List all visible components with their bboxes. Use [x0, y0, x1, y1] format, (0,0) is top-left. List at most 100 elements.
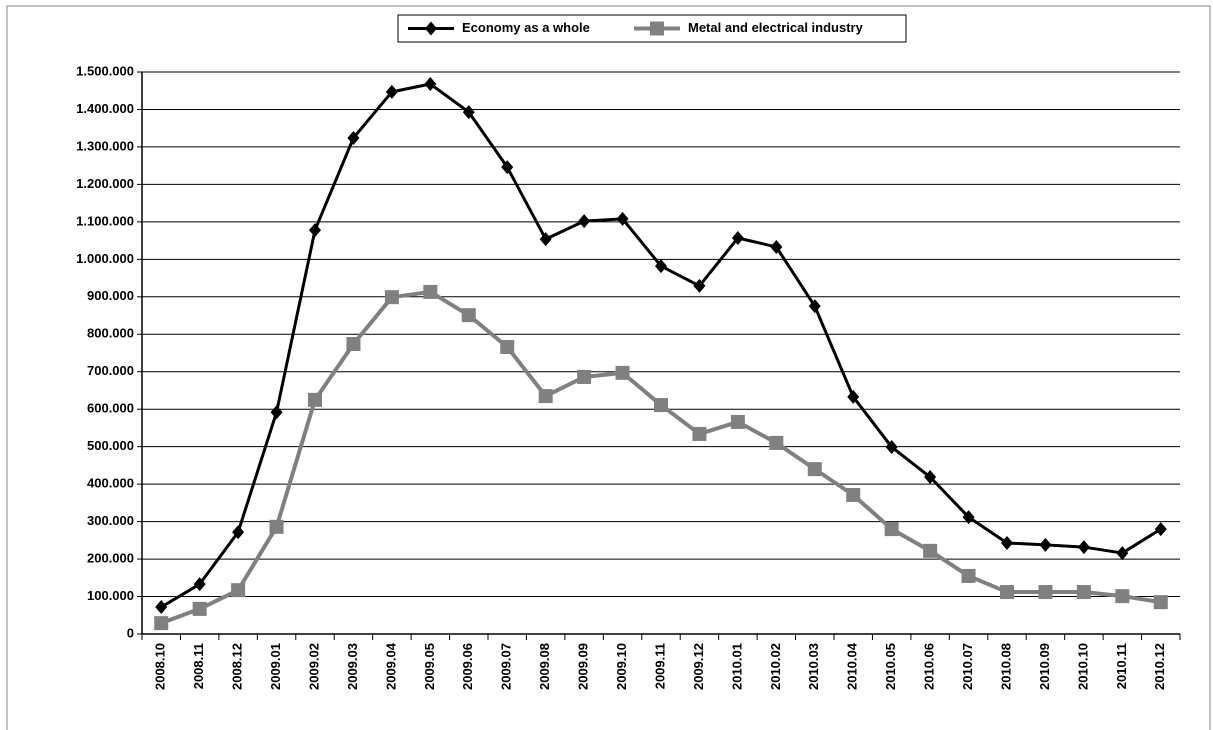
- series-line: [160, 82, 1162, 609]
- marker: [616, 211, 629, 226]
- marker: [423, 284, 438, 299]
- marker: [884, 522, 899, 537]
- y-tick-label: 1.300.000: [76, 138, 134, 153]
- legend-marker: [650, 21, 664, 36]
- x-tick-label: 2010.01: [729, 643, 744, 690]
- x-tick-label: 2009.05: [422, 643, 437, 690]
- marker: [501, 160, 514, 175]
- y-tick-label: 100.000: [87, 588, 134, 603]
- x-tick-label: 2009.04: [383, 642, 398, 690]
- x-tick-label: 2008.12: [230, 643, 245, 690]
- legend-label: Economy as a whole: [462, 20, 590, 35]
- marker: [539, 232, 552, 247]
- marker: [461, 308, 476, 323]
- y-tick-label: 200.000: [87, 551, 134, 566]
- marker: [615, 365, 630, 380]
- marker: [538, 389, 553, 404]
- marker: [384, 290, 399, 305]
- marker: [154, 616, 169, 631]
- x-tick-label: 2009.03: [345, 643, 360, 690]
- marker: [192, 601, 207, 616]
- y-tick-label: 600.000: [87, 401, 134, 416]
- marker: [730, 414, 745, 429]
- y-tick-label: 500.000: [87, 438, 134, 453]
- marker: [885, 440, 898, 455]
- x-tick-label: 2010.07: [960, 643, 975, 690]
- y-tick-label: 0: [127, 625, 134, 640]
- series-line: [160, 289, 1162, 626]
- x-tick-label: 2010.03: [806, 643, 821, 690]
- y-tick-label: 400.000: [87, 476, 134, 491]
- marker: [808, 299, 821, 314]
- marker: [462, 105, 475, 120]
- x-tick-label: 2010.09: [1037, 643, 1052, 690]
- x-tick-label: 2009.06: [460, 643, 475, 690]
- x-tick-label: 2010.02: [768, 643, 783, 690]
- y-tick-label: 1.000.000: [76, 251, 134, 266]
- marker: [346, 337, 361, 352]
- marker: [269, 519, 284, 534]
- marker: [1077, 540, 1090, 555]
- marker: [1076, 585, 1091, 600]
- legend-marker: [425, 21, 437, 36]
- x-tick-label: 2009.09: [576, 643, 591, 690]
- marker: [308, 392, 322, 407]
- x-tick-label: 2010.04: [845, 642, 860, 690]
- x-tick-label: 2010.10: [1075, 643, 1090, 690]
- x-tick-label: 2009.12: [691, 643, 706, 690]
- marker: [231, 583, 246, 598]
- marker: [578, 214, 591, 229]
- marker: [769, 435, 784, 450]
- y-tick-label: 1.500.000: [76, 63, 134, 78]
- y-tick-label: 300.000: [87, 513, 134, 528]
- marker: [385, 84, 398, 99]
- x-tick-label: 2009.10: [614, 643, 629, 690]
- marker: [962, 510, 975, 525]
- marker: [1116, 546, 1129, 561]
- x-tick-label: 2009.02: [306, 643, 321, 690]
- marker: [1001, 535, 1013, 550]
- chart-frame: [6, 5, 1211, 730]
- marker: [155, 600, 168, 615]
- marker: [924, 470, 937, 485]
- marker: [807, 462, 822, 477]
- marker: [1154, 522, 1167, 537]
- marker: [923, 543, 938, 558]
- marker: [577, 369, 592, 384]
- x-tick-label: 2008.11: [191, 643, 206, 689]
- marker: [1000, 585, 1014, 600]
- marker: [347, 130, 360, 145]
- marker: [424, 76, 437, 91]
- marker: [1115, 589, 1130, 604]
- marker: [655, 259, 667, 274]
- marker: [309, 223, 321, 238]
- x-tick-label: 2010.12: [1152, 643, 1167, 690]
- y-tick-label: 1.400.000: [76, 101, 134, 116]
- marker: [654, 398, 668, 413]
- x-tick-label: 2010.06: [922, 643, 937, 690]
- marker: [270, 405, 283, 420]
- marker: [500, 340, 515, 355]
- marker: [1038, 585, 1053, 600]
- marker: [770, 239, 783, 254]
- y-tick-label: 700.000: [87, 363, 134, 378]
- x-tick-label: 2010.08: [998, 643, 1013, 690]
- x-tick-label: 2010.05: [883, 643, 898, 690]
- x-tick-label: 2009.01: [268, 643, 283, 690]
- marker: [846, 487, 861, 502]
- marker: [1039, 537, 1052, 552]
- marker: [692, 426, 707, 441]
- x-tick-label: 2009.07: [499, 643, 514, 690]
- x-tick-label: 2008.10: [153, 643, 168, 690]
- y-tick-label: 800.000: [87, 326, 134, 341]
- marker: [193, 577, 206, 592]
- x-tick-label: 2009.11: [652, 643, 667, 689]
- marker: [1153, 595, 1168, 610]
- y-tick-label: 900.000: [87, 288, 134, 303]
- y-tick-label: 1.200.000: [76, 176, 134, 191]
- legend: Economy as a whole Metal and electrical i…: [397, 14, 907, 43]
- marker: [693, 278, 706, 293]
- x-tick-label: 2009.08: [537, 643, 552, 690]
- legend-label: Metal and electrical industry: [688, 20, 864, 35]
